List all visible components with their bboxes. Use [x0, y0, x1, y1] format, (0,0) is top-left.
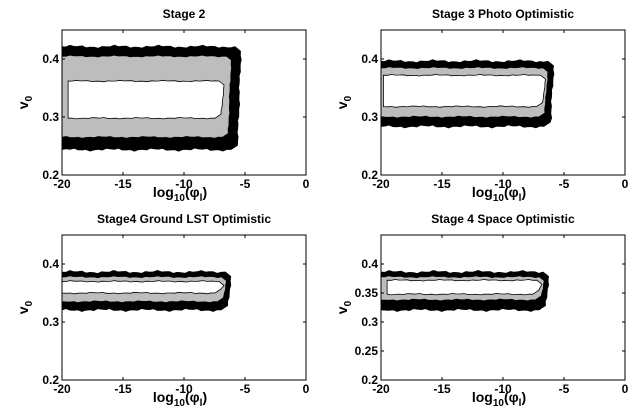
x-tick-label: 0: [303, 382, 310, 396]
y-tick-label: 0.4: [361, 52, 378, 66]
x-axis-label: log10(φl): [153, 389, 207, 409]
y-tick-label: 0.2: [361, 373, 378, 387]
y-tick-label: 0.2: [361, 168, 378, 182]
panel-title: Stage 2: [163, 7, 206, 21]
y-tick-label: 0.4: [42, 257, 59, 271]
x-axis-label: log10(φl): [153, 184, 207, 204]
panel-4: -20 -15 -10 -5 0 0.2 0.25 0.3 0.35 0.4 Stage 4 Spa…: [334, 212, 629, 409]
x-tick-label: -15: [433, 177, 451, 191]
y-tick-label: 0.3: [42, 315, 59, 329]
contour-inner: [62, 280, 225, 295]
y-axis-label: v0: [334, 95, 354, 109]
contour-inner: [386, 279, 543, 296]
x-tick-label: -5: [559, 382, 570, 396]
panel-title: Stage 4 Space Optimistic: [431, 212, 575, 226]
x-tick-label: -20: [372, 382, 390, 396]
x-tick-label: 0: [303, 177, 310, 191]
panel-title: Stage 3 Photo Optimistic: [432, 7, 574, 21]
x-tick-label: -20: [372, 177, 390, 191]
x-tick-label: -10: [175, 382, 193, 396]
contour-inner: [383, 74, 546, 108]
y-tick-label: 0.3: [361, 315, 378, 329]
x-tick-label: -10: [494, 382, 512, 396]
x-tick-label: -15: [114, 382, 132, 396]
x-tick-label: -10: [494, 177, 512, 191]
panel-3: -20 -15 -10 -5 0 0.2 0.3 0.4 Stage4 Ground LST O…: [15, 212, 310, 409]
x-tick-label: -15: [433, 382, 451, 396]
panel-1: -20 -15 -10 -5 0 0.2 0.3 0.4 Stage 2 log10(φl) v0: [15, 7, 310, 204]
x-axis-label: log10(φl): [472, 184, 526, 204]
y-tick-label: 0.25: [355, 344, 379, 358]
x-tick-label: -20: [53, 382, 71, 396]
y-tick-label: 0.2: [42, 168, 59, 182]
y-axis-label: v0: [15, 95, 35, 109]
y-tick-label: 0.3: [361, 110, 378, 124]
y-axis-label: v0: [334, 300, 354, 314]
y-tick-label: 0.2: [42, 373, 59, 387]
y-tick-label: 0.35: [355, 286, 379, 300]
x-tick-label: 0: [622, 382, 629, 396]
x-tick-label: -5: [240, 382, 251, 396]
panel-title: Stage4 Ground LST Optimistic: [97, 212, 271, 226]
y-tick-label: 0.4: [42, 52, 59, 66]
x-tick-label: -15: [114, 177, 132, 191]
x-tick-label: -20: [53, 177, 71, 191]
y-tick-label: 0.3: [42, 110, 59, 124]
x-tick-label: -5: [240, 177, 251, 191]
x-axis-label: log10(φl): [472, 389, 526, 409]
x-tick-label: -10: [175, 177, 193, 191]
y-axis-label: v0: [15, 300, 35, 314]
x-tick-label: -5: [559, 177, 570, 191]
contour-inner: [67, 79, 225, 120]
y-tick-label: 0.4: [361, 257, 378, 271]
panel-2: -20 -15 -10 -5 0 0.2 0.3 0.4 Stage 3 Photo Optim…: [334, 7, 629, 204]
x-tick-label: 0: [622, 177, 629, 191]
